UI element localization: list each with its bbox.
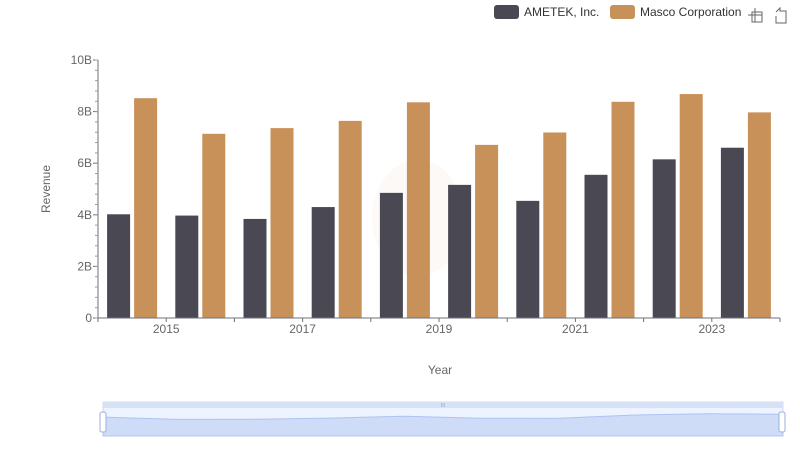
slider-move-handle[interactable]: III [441, 403, 445, 409]
legend-label: AMETEK, Inc. [524, 5, 599, 19]
bar-masco-2023[interactable] [747, 112, 771, 319]
x-tick-label: 2021 [562, 322, 589, 336]
y-tick-label: 10B [71, 53, 92, 67]
bar-masco-2015[interactable] [202, 133, 226, 318]
bar-series-group [107, 94, 771, 319]
y-tick-label: 0 [85, 311, 92, 325]
y-axis-title: Revenue [39, 165, 53, 213]
slider-handle-left[interactable] [99, 411, 107, 433]
bar-masco-2021[interactable] [611, 101, 635, 319]
bar-masco-2020[interactable] [543, 132, 567, 318]
bar-masco-2014[interactable] [134, 98, 158, 319]
x-tick-label: 2019 [426, 322, 453, 336]
legend-label: Masco Corporation [640, 5, 741, 19]
bar-ametek-2022[interactable] [652, 159, 676, 318]
legend-item-masco[interactable]: Masco Corporation [610, 5, 741, 19]
y-tick-label: 4B [77, 208, 92, 222]
x-axis: 2015 2017 2019 2021 2023 [97, 317, 781, 336]
zoom-reset-icon[interactable] [775, 6, 787, 24]
y-axis: 0 2B 4B 6B 8B 10B [71, 53, 99, 325]
data-zoom-slider[interactable]: III [99, 401, 786, 437]
slider-handle-right[interactable] [778, 411, 786, 433]
y-tick-label: 8B [77, 105, 92, 119]
x-axis-title: Year [428, 363, 452, 377]
y-tick-label: 6B [77, 156, 92, 170]
bar-ametek-2017[interactable] [311, 207, 335, 318]
crosshair-zoom-icon[interactable] [748, 8, 763, 23]
y-tick-label: 2B [77, 259, 92, 273]
legend-item-ametek[interactable]: AMETEK, Inc. [494, 5, 599, 19]
bar-ametek-2015[interactable] [175, 215, 199, 318]
bar-ametek-2023[interactable] [720, 147, 744, 318]
bar-ametek-2021[interactable] [584, 174, 608, 318]
bar-masco-2018[interactable] [406, 102, 430, 318]
bar-ametek-2018[interactable] [379, 192, 403, 318]
bar-masco-2017[interactable] [338, 120, 362, 318]
bar-ametek-2019[interactable] [448, 184, 472, 318]
bar-ametek-2020[interactable] [516, 200, 540, 318]
x-tick-label: 2023 [698, 322, 725, 336]
bar-ametek-2014[interactable] [107, 214, 131, 318]
bar-masco-2016[interactable] [270, 128, 294, 318]
legend-swatch [494, 5, 519, 19]
bar-masco-2022[interactable] [679, 94, 703, 318]
x-tick-label: 2017 [289, 322, 316, 336]
legend[interactable]: AMETEK, Inc. Masco Corporation [494, 5, 741, 19]
slider-top-bar[interactable] [103, 402, 783, 408]
bar-masco-2019[interactable] [475, 144, 499, 318]
legend-swatch [610, 5, 635, 19]
bar-ametek-2016[interactable] [243, 218, 267, 318]
x-tick-label: 2015 [153, 322, 180, 336]
